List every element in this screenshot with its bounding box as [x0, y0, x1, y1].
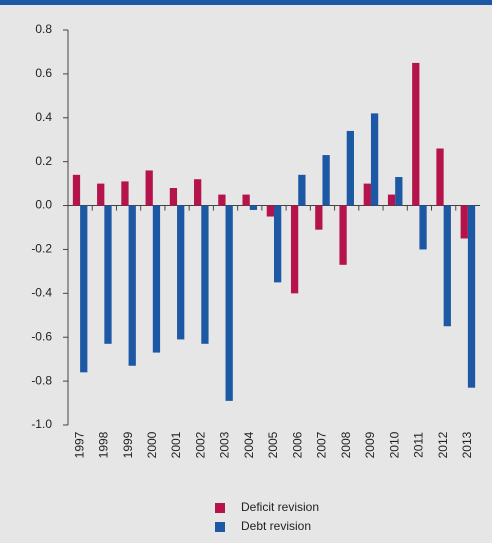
bar [419, 205, 427, 250]
x-tick-label: 2010 [387, 431, 401, 458]
bar [249, 205, 258, 210]
bar [145, 170, 153, 206]
bar [80, 205, 88, 373]
x-tick-label: 2012 [436, 431, 450, 458]
bar [218, 194, 226, 206]
bar [242, 194, 250, 206]
bar [225, 205, 233, 401]
y-tick-label: -0.4 [31, 286, 52, 300]
bar [339, 205, 347, 265]
bar [194, 179, 202, 206]
bar [152, 205, 161, 353]
bar [121, 181, 129, 206]
y-tick-label: 0.8 [35, 22, 52, 36]
bar [322, 155, 330, 206]
y-tick-label: 0.2 [35, 154, 52, 168]
legend-label: Debt revision [241, 519, 311, 533]
legend-swatch [215, 503, 225, 513]
y-tick-label: 0.0 [35, 198, 52, 212]
bar [290, 205, 299, 294]
bar [128, 205, 136, 366]
x-tick-label: 2009 [363, 431, 377, 458]
bar [467, 205, 476, 388]
x-tick-label: 2005 [266, 431, 280, 458]
top-strip [0, 0, 492, 5]
x-tick-label: 2011 [412, 432, 426, 458]
bar [387, 194, 396, 206]
legend-label: Deficit revision [241, 500, 319, 514]
y-tick-label: -0.6 [31, 329, 52, 343]
x-tick-label: 2006 [290, 431, 304, 458]
bar [72, 174, 81, 206]
x-tick-label: 2013 [460, 431, 474, 458]
bar [97, 183, 105, 206]
x-tick-label: 1997 [72, 431, 86, 458]
bar [315, 205, 323, 230]
bar [104, 205, 112, 344]
x-tick-label: 2000 [145, 431, 159, 458]
y-tick-label: -0.2 [31, 242, 52, 256]
bar [274, 205, 282, 283]
x-tick-label: 2004 [242, 431, 256, 458]
bar [201, 205, 209, 344]
bar [177, 205, 185, 340]
y-tick-label: -1.0 [31, 417, 52, 431]
x-tick-label: 1999 [121, 431, 135, 458]
legend-swatch [215, 522, 225, 532]
bar [460, 205, 468, 239]
bar [169, 188, 178, 206]
bar [363, 183, 371, 206]
x-tick-label: 2003 [218, 431, 232, 458]
bar [395, 177, 403, 206]
y-tick-label: 0.6 [35, 66, 52, 80]
bar [266, 205, 274, 217]
bar [443, 205, 451, 327]
bar [346, 130, 354, 206]
bar [298, 174, 306, 206]
x-tick-label: 2002 [193, 431, 207, 458]
x-tick-label: 1998 [97, 431, 111, 458]
y-tick-label: -0.8 [31, 373, 52, 387]
x-tick-label: 2001 [169, 431, 183, 458]
bar [370, 113, 379, 206]
x-tick-label: 2007 [315, 431, 329, 458]
y-tick-label: 0.4 [35, 110, 52, 124]
x-tick-label: 2008 [339, 431, 353, 458]
bar [436, 148, 444, 206]
bar [412, 62, 420, 206]
